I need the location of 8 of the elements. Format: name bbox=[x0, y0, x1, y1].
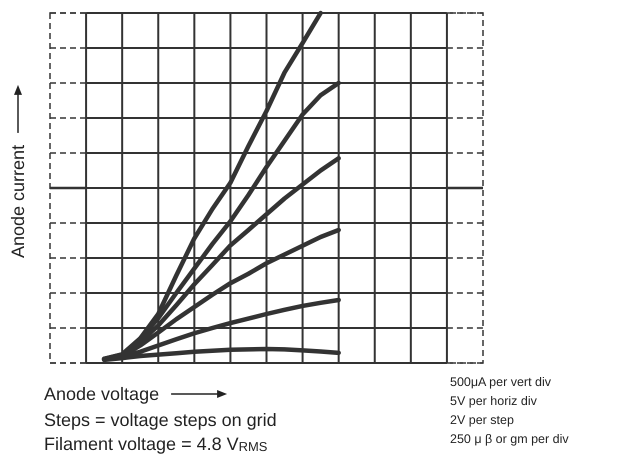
y-axis-title: Anode current bbox=[8, 144, 28, 258]
x-axis-title: Anode voltage bbox=[44, 384, 160, 404]
text: 250 μ β or gm per div bbox=[450, 432, 570, 446]
text: Steps = voltage steps on grid bbox=[44, 410, 277, 430]
text: 500μA per vert div bbox=[450, 375, 552, 389]
text: Filament voltage = 4.8 VRMS bbox=[44, 434, 268, 454]
text: 2V per step bbox=[450, 413, 514, 427]
text: 5V per horiz div bbox=[450, 394, 538, 408]
